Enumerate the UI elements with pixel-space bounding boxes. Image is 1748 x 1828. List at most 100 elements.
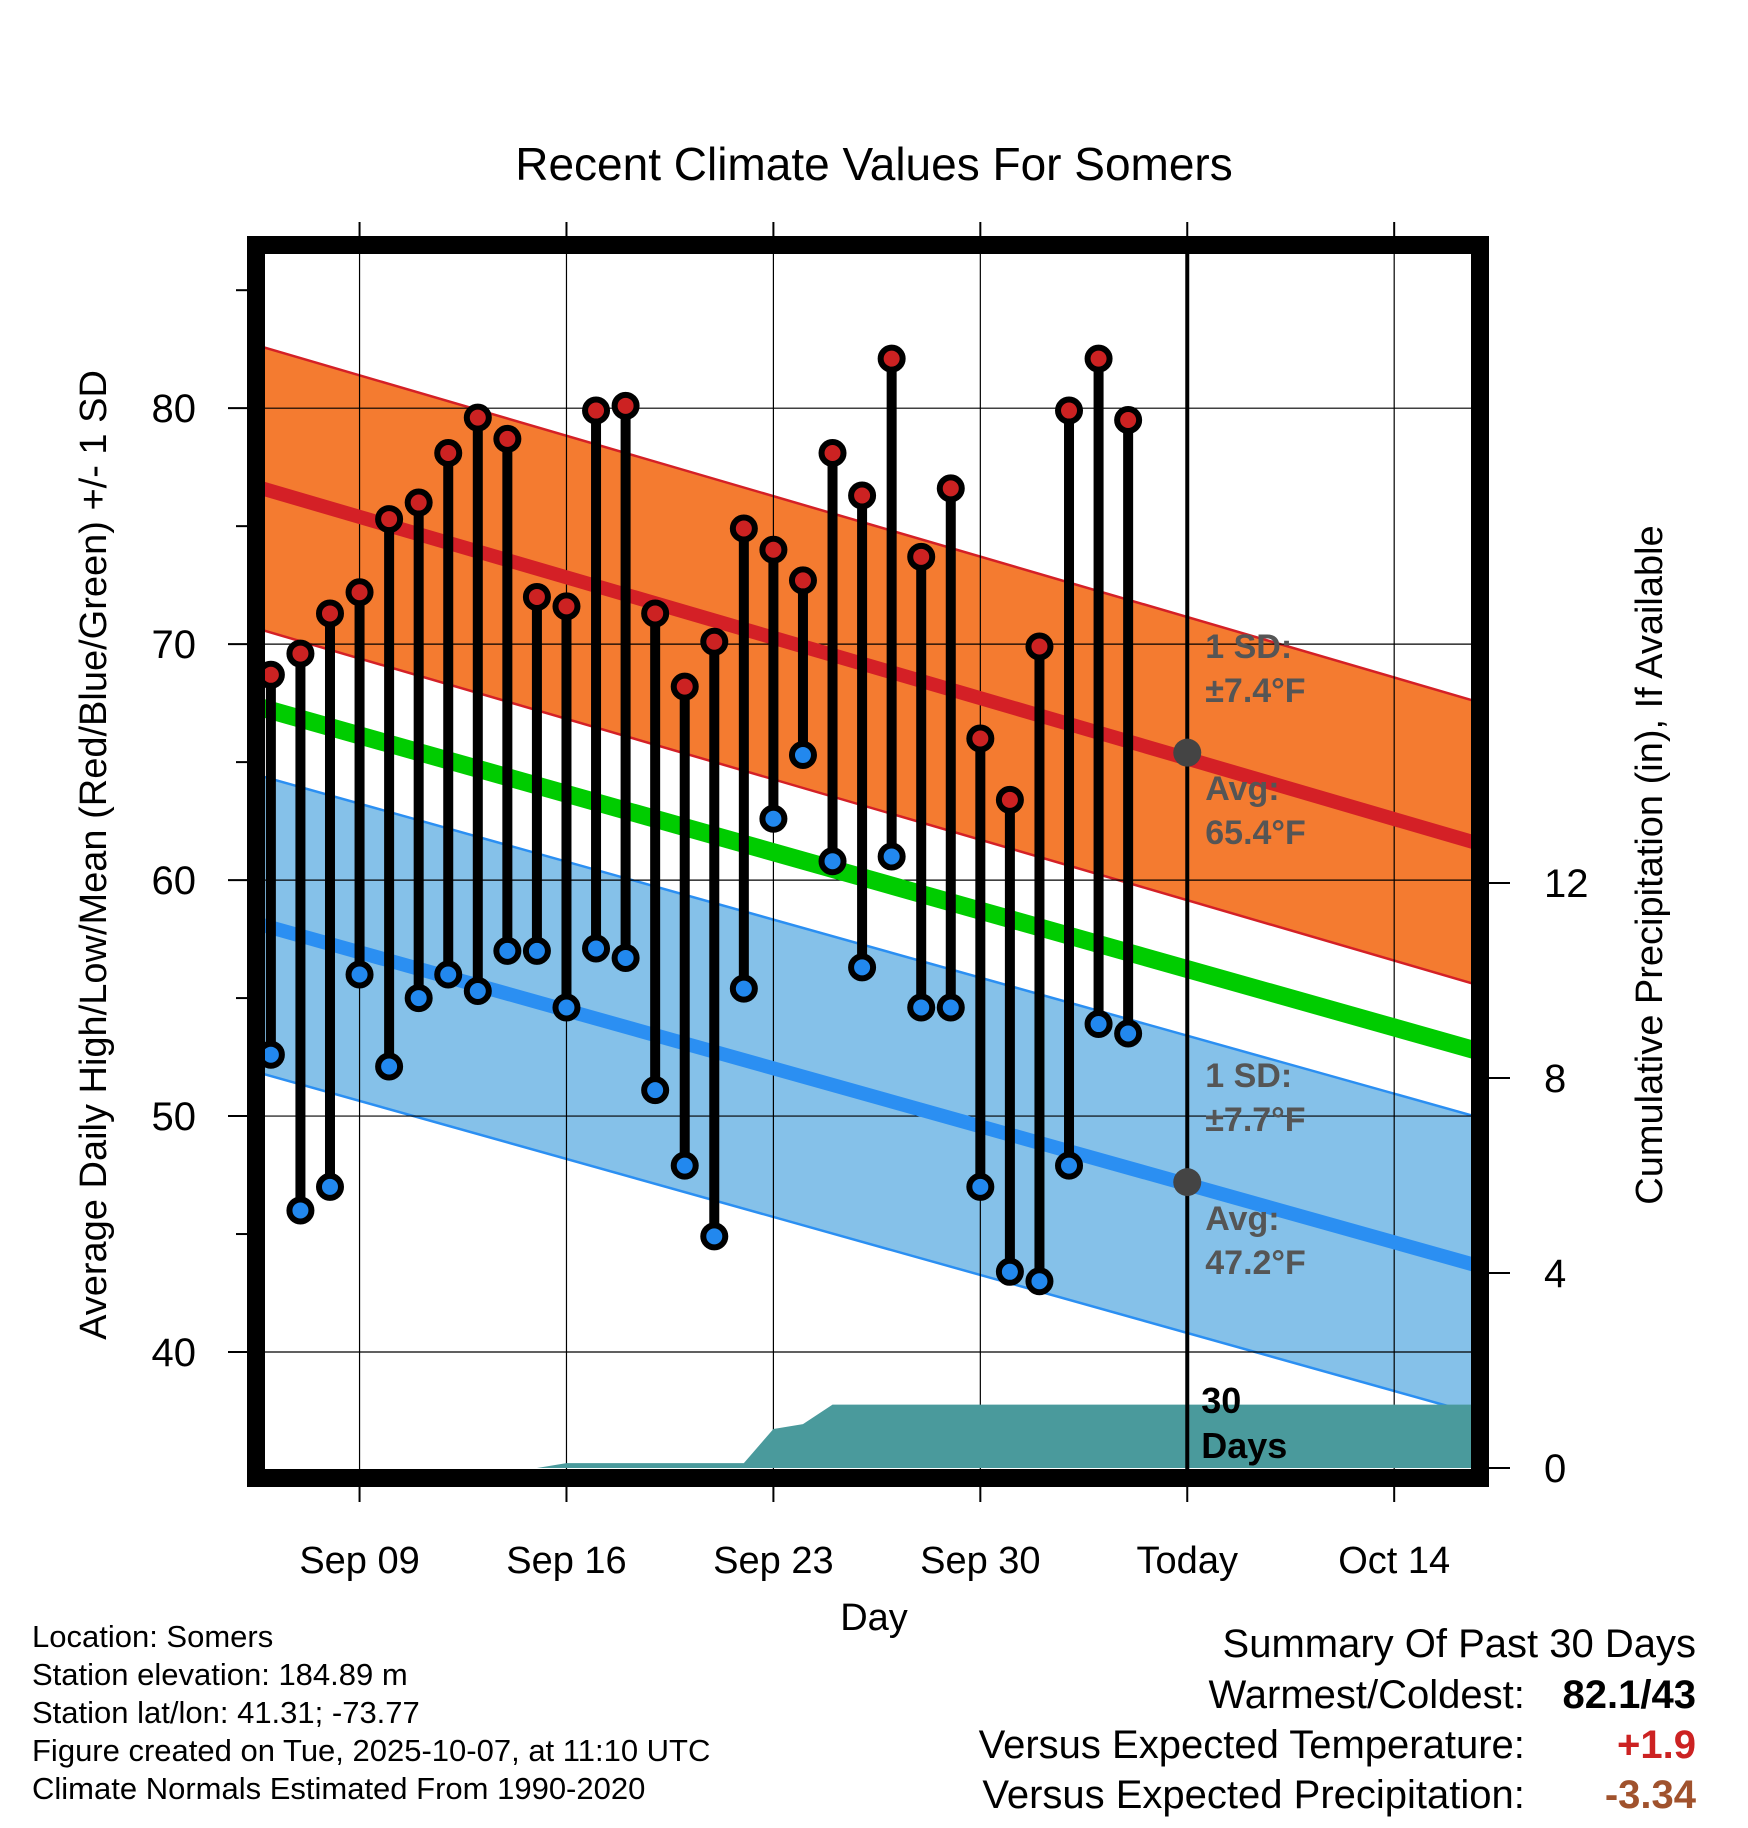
daily-high-point [493,424,522,453]
daily-high-point [315,599,344,628]
daily-high-point [759,535,788,564]
daily-low-point [877,842,906,871]
daily-low-point [1025,1267,1054,1296]
daily-low-point [907,993,936,1022]
precip-value: -3.34 [1604,1773,1696,1817]
low-sd-band-lower-edge [261,1072,1475,1415]
daily-high-point [670,672,699,701]
chart-title: Recent Climate Values For Somers [515,138,1233,190]
x-axis-label: Day [840,1597,908,1639]
high-avg-value: 65.4°F [1205,814,1306,852]
daily-low-point [345,960,374,989]
daily-low-point [611,943,640,972]
daily-high-point [286,639,315,668]
daily-low-point [493,936,522,965]
daily-low-point [670,1151,699,1180]
y-tick-label: 70 [152,623,197,667]
daily-high-point [641,599,670,628]
daily-low-point [729,974,758,1003]
elevation-text: Station elevation: 184.89 m [32,1657,408,1692]
daily-high-point [552,592,581,621]
normal-low-line [260,918,1476,1272]
high-sd-label: 1 SD: [1205,628,1292,666]
daily-low-point [700,1222,729,1251]
daily-high-point [345,578,374,607]
daily-high-point [788,566,817,595]
summary-precip: Versus Expected Precipitation: -3.34 [979,1770,1696,1820]
daily-high-point [818,439,847,468]
latlon-text: Station lat/lon: 41.31; -73.77 [32,1695,420,1730]
warm-cold-label: Warmest/Coldest: [1208,1673,1525,1717]
daily-low-point [995,1257,1024,1286]
daily-low-point [286,1196,315,1225]
today-high-avg-marker [1173,738,1202,767]
temp-value: +1.9 [1617,1723,1696,1767]
y2-tick-label: 12 [1544,862,1589,906]
high-sd-value: ±7.4°F [1205,672,1305,710]
summary-temp: Versus Expected Temperature: +1.9 [979,1720,1696,1770]
x-tick-label: Sep 30 [920,1540,1040,1582]
daily-low-point [375,1052,404,1081]
daily-high-point [1055,396,1084,425]
daily-high-point [936,474,965,503]
daily-high-point [375,505,404,534]
y2-tick-label: 4 [1544,1252,1566,1296]
plot-frame [247,236,1489,1487]
high-avg-label: Avg: [1205,770,1279,808]
daily-high-point [1025,632,1054,661]
y-tick-label: 60 [152,859,197,903]
summary-warm-cold: Warmest/Coldest: 82.1/43 [979,1670,1697,1720]
summary-panel: Summary Of Past 30 Days Warmest/Coldest:… [979,1618,1696,1820]
y-tick-label: 50 [152,1095,197,1139]
daily-low-point [1084,1010,1113,1039]
x-tick-label: Oct 14 [1338,1540,1450,1582]
daily-high-point [877,344,906,373]
low-sd-band-upper-edge [261,775,1475,1118]
station-info: Location: Somers Station elevation: 184.… [32,1618,710,1808]
daily-low-point [522,936,551,965]
low-avg-value: 47.2°F [1205,1244,1306,1282]
y-tick-label: 80 [152,387,197,431]
daily-low-point [582,934,611,963]
x-tick-label: Sep 09 [299,1540,419,1582]
daily-low-point [818,847,847,876]
daily-high-point [404,488,433,517]
normal-mean-line [259,699,1477,1059]
x-tick-label: Sep 23 [713,1540,833,1582]
daily-low-point [463,976,492,1005]
daily-high-point [611,391,640,420]
daily-low-point [315,1172,344,1201]
daily-high-point [729,514,758,543]
y2-tick-label: 0 [1544,1447,1566,1491]
normals-text: Climate Normals Estimated From 1990-2020 [32,1771,646,1806]
y-tick-label: 40 [152,1331,197,1375]
temp-label: Versus Expected Temperature: [978,1723,1525,1767]
daily-low-point [404,984,433,1013]
summary-title: Summary Of Past 30 Days [1222,1622,1696,1666]
y-axis-label: Average Daily High/Low/Mean (Red/Blue/Gr… [73,370,115,1340]
daily-low-point [1114,1019,1143,1048]
daily-high-point [1084,344,1113,373]
daily-low-point [641,1076,670,1105]
daily-low-point [966,1172,995,1201]
warm-cold-value: 82.1/43 [1562,1673,1696,1717]
window-label-number: 30 [1201,1380,1241,1421]
created-text: Figure created on Tue, 2025-10-07, at 11… [32,1733,711,1768]
daily-high-point [907,542,936,571]
normal-high-line [260,481,1476,850]
location-text: Location: Somers [32,1619,274,1654]
daily-high-point [434,439,463,468]
x-tick-label: Today [1137,1540,1238,1582]
low-sd-value: ±7.7°F [1205,1101,1305,1139]
precip-area [270,1404,1474,1468]
y2-axis-label: Cumulative Precipitation (in), If Availa… [1629,525,1671,1204]
y2-tick-label: 8 [1544,1057,1566,1101]
window-label-days: Days [1201,1425,1287,1466]
daily-high-point [966,724,995,753]
precip-label: Versus Expected Precipitation: [982,1773,1525,1817]
daily-low-point [759,804,788,833]
low-sd-label: 1 SD: [1205,1057,1292,1095]
high-sd-band-lower-edge [261,628,1475,986]
high-sd-band-upper-edge [261,345,1475,702]
